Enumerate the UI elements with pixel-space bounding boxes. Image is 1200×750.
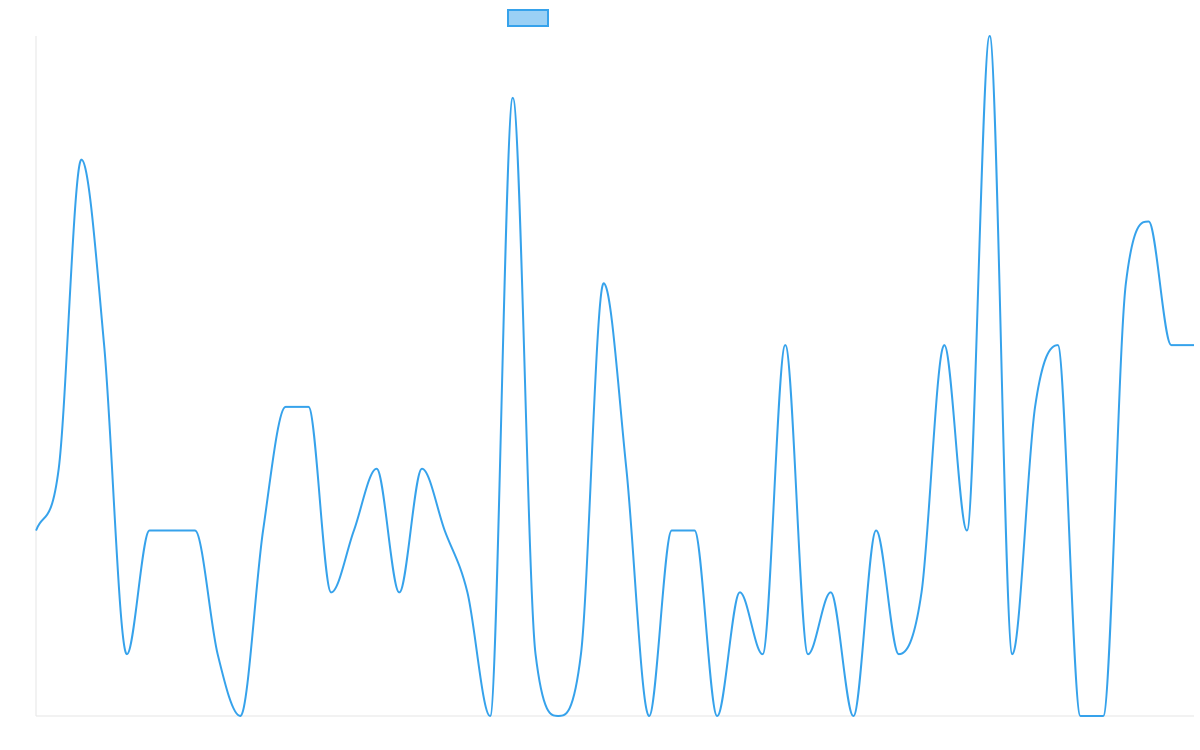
data-point-33[interactable]: [782, 342, 788, 348]
data-point-5[interactable]: [147, 528, 153, 534]
data-point-16[interactable]: [396, 589, 402, 595]
data-point-1[interactable]: [56, 466, 62, 472]
data-point-38[interactable]: [896, 651, 902, 657]
data-point-45[interactable]: [1055, 342, 1061, 348]
data-point-32[interactable]: [760, 651, 766, 657]
data-point-40[interactable]: [941, 342, 947, 348]
data-point-51[interactable]: [1191, 342, 1197, 348]
data-point-15[interactable]: [374, 466, 380, 472]
data-point-6[interactable]: [169, 528, 175, 534]
data-point-37[interactable]: [873, 528, 879, 534]
data-point-30[interactable]: [714, 713, 720, 719]
data-point-47[interactable]: [1100, 713, 1106, 719]
data-point-17[interactable]: [419, 466, 425, 472]
data-point-9[interactable]: [237, 713, 243, 719]
data-point-24[interactable]: [578, 651, 584, 657]
data-point-7[interactable]: [192, 528, 198, 534]
data-point-20[interactable]: [487, 713, 493, 719]
data-point-2[interactable]: [78, 157, 84, 163]
data-point-22[interactable]: [533, 651, 539, 657]
data-point-18[interactable]: [442, 528, 448, 534]
data-point-42[interactable]: [987, 33, 993, 39]
data-point-48[interactable]: [1123, 280, 1129, 286]
data-point-49[interactable]: [1146, 218, 1152, 224]
data-point-36[interactable]: [850, 713, 856, 719]
data-point-29[interactable]: [691, 528, 697, 534]
data-point-14[interactable]: [351, 528, 357, 534]
data-point-31[interactable]: [737, 589, 743, 595]
data-point-25[interactable]: [601, 280, 607, 286]
data-points: [33, 33, 1197, 719]
data-point-21[interactable]: [510, 95, 516, 101]
data-point-3[interactable]: [101, 342, 107, 348]
data-point-39[interactable]: [919, 589, 925, 595]
data-point-12[interactable]: [305, 404, 311, 410]
data-point-44[interactable]: [1032, 404, 1038, 410]
data-point-35[interactable]: [828, 589, 834, 595]
data-point-8[interactable]: [215, 651, 221, 657]
chart-axes: [35, 36, 1194, 717]
data-point-46[interactable]: [1077, 713, 1083, 719]
data-point-43[interactable]: [1009, 651, 1015, 657]
legend[interactable]: [507, 9, 549, 27]
data-point-4[interactable]: [124, 651, 130, 657]
series-line: [35, 34, 1194, 718]
data-point-28[interactable]: [669, 528, 675, 534]
data-point-0[interactable]: [33, 528, 39, 534]
data-point-19[interactable]: [464, 589, 470, 595]
data-point-23[interactable]: [555, 713, 561, 719]
data-point-26[interactable]: [623, 466, 629, 472]
data-point-11[interactable]: [283, 404, 289, 410]
data-point-13[interactable]: [328, 589, 334, 595]
data-point-50[interactable]: [1168, 342, 1174, 348]
data-point-41[interactable]: [964, 528, 970, 534]
data-point-34[interactable]: [805, 651, 811, 657]
data-point-10[interactable]: [260, 528, 266, 534]
data-point-27[interactable]: [646, 713, 652, 719]
legend-swatch[interactable]: [507, 9, 549, 27]
